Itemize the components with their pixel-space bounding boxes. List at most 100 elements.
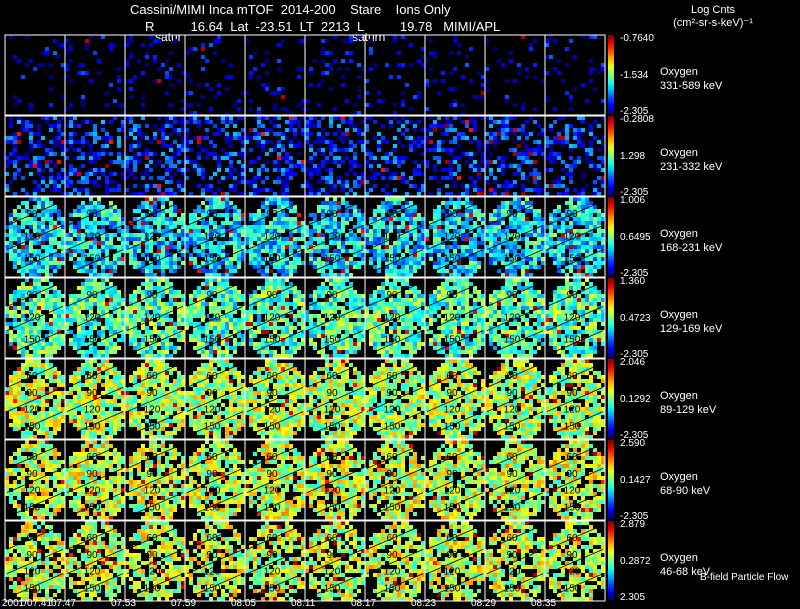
contour-label: 90 bbox=[446, 469, 458, 480]
contour-label: 90 bbox=[146, 550, 158, 561]
contour-line bbox=[6, 573, 64, 599]
contour-label: 90 bbox=[326, 469, 338, 480]
species-name: Oxygen bbox=[660, 390, 698, 402]
contour-label: 150 bbox=[204, 421, 221, 432]
contour-label: 120 bbox=[444, 312, 461, 323]
contour-label: 120 bbox=[24, 405, 41, 416]
time-tick-label: 07:59 bbox=[171, 598, 197, 609]
contour-label: 120 bbox=[144, 486, 161, 497]
contour-line bbox=[546, 548, 604, 575]
contour-label: 90 bbox=[266, 388, 278, 399]
contour-label: 90 bbox=[446, 550, 458, 561]
contour-label: 120 bbox=[204, 567, 221, 578]
contour-label: 90 bbox=[266, 469, 278, 480]
contour-label: 150 bbox=[144, 335, 161, 346]
contour-label: 60 bbox=[566, 371, 578, 382]
heatmap-cell-block bbox=[485, 278, 545, 358]
contour-label: 120 bbox=[204, 231, 221, 242]
heatmap-cell-block bbox=[185, 116, 245, 196]
contour-label: 90 bbox=[26, 388, 38, 399]
contour-label: 150 bbox=[324, 421, 341, 432]
heatmap-cell-block bbox=[5, 359, 65, 439]
contour-line bbox=[186, 492, 244, 518]
heatmap-cell-block bbox=[545, 521, 605, 601]
contour-line bbox=[66, 386, 124, 413]
contour-line bbox=[426, 200, 484, 226]
contour-line bbox=[546, 224, 604, 251]
contour-line bbox=[426, 224, 484, 251]
contour-line bbox=[186, 467, 244, 494]
contour-line bbox=[66, 249, 124, 275]
heatmap-cell-block bbox=[305, 35, 365, 115]
contour-label: 120 bbox=[264, 405, 281, 416]
contour-label: 90 bbox=[26, 550, 38, 561]
contour-line bbox=[426, 305, 484, 332]
time-tick-label: 07:47 bbox=[51, 598, 77, 609]
heatmap-cell-block bbox=[125, 359, 185, 439]
contour-line bbox=[66, 548, 124, 575]
contour-label: 150 bbox=[504, 583, 521, 594]
heatmap-cell-block bbox=[365, 278, 425, 358]
contour-label: 150 bbox=[264, 502, 281, 513]
contour-label: 120 bbox=[384, 312, 401, 323]
contour-label: 60 bbox=[146, 533, 158, 544]
contour-label: 90 bbox=[386, 290, 398, 301]
contour-label: 90 bbox=[86, 388, 98, 399]
contour-label: 60 bbox=[146, 452, 158, 463]
colorbar-tick-cb_min: -2.305 bbox=[620, 106, 649, 117]
contour-label: 120 bbox=[84, 405, 101, 416]
heatmap-cell-block bbox=[125, 197, 185, 277]
contour-label: 150 bbox=[504, 421, 521, 432]
contour-label: 150 bbox=[144, 583, 161, 594]
contour-line bbox=[426, 467, 484, 494]
contour-label: 90 bbox=[266, 550, 278, 561]
contour-line bbox=[306, 305, 364, 332]
contour-label: 60 bbox=[266, 371, 278, 382]
contour-label: 90 bbox=[386, 469, 398, 480]
contour-label: 120 bbox=[24, 231, 41, 242]
contour-label: 90 bbox=[206, 550, 218, 561]
contour-label: 90 bbox=[86, 469, 98, 480]
contour-line bbox=[366, 443, 424, 469]
contour-line bbox=[486, 330, 544, 356]
contour-line bbox=[366, 492, 424, 518]
contour-line bbox=[486, 305, 544, 332]
contour-label: 150 bbox=[84, 335, 101, 346]
contour-line bbox=[486, 281, 544, 307]
contour-label: 60 bbox=[446, 533, 458, 544]
contour-label: 60 bbox=[26, 452, 38, 463]
contour-line bbox=[246, 573, 304, 599]
heatmap-cell-block bbox=[365, 116, 425, 196]
energy-range: 129-169 keV bbox=[660, 323, 723, 335]
contour-line bbox=[6, 200, 64, 226]
contour-label: 120 bbox=[504, 567, 521, 578]
contour-line bbox=[366, 386, 424, 413]
contour-label: 150 bbox=[24, 583, 41, 594]
contour-line bbox=[6, 386, 64, 413]
contour-line bbox=[186, 443, 244, 469]
contour-label: 150 bbox=[384, 335, 401, 346]
contour-line bbox=[126, 330, 184, 356]
contour-label: 120 bbox=[444, 567, 461, 578]
contour-label: 150 bbox=[24, 335, 41, 346]
species-energy-label: Oxygen 46-68 keV bbox=[660, 551, 710, 579]
heatmap-cell-block bbox=[365, 197, 425, 277]
contour-line bbox=[546, 492, 604, 518]
contour-label: 150 bbox=[144, 254, 161, 265]
contour-label: 120 bbox=[324, 231, 341, 242]
contour-line bbox=[366, 200, 424, 226]
contour-line bbox=[546, 386, 604, 413]
colorbar bbox=[608, 197, 614, 276]
contour-line bbox=[126, 224, 184, 251]
contour-label: 120 bbox=[84, 567, 101, 578]
contour-line bbox=[6, 362, 64, 388]
contour-line bbox=[306, 573, 364, 599]
contour-line bbox=[246, 411, 304, 437]
contour-label: 90 bbox=[326, 209, 338, 220]
species-name: Oxygen bbox=[660, 552, 698, 564]
species-energy-label: Oxygen 89-129 keV bbox=[660, 389, 716, 417]
heatmap-cell-block bbox=[245, 197, 305, 277]
contour-label: 90 bbox=[26, 290, 38, 301]
colorbar-tick-cb_min: -2.305 bbox=[620, 187, 649, 198]
contour-line bbox=[486, 443, 544, 469]
